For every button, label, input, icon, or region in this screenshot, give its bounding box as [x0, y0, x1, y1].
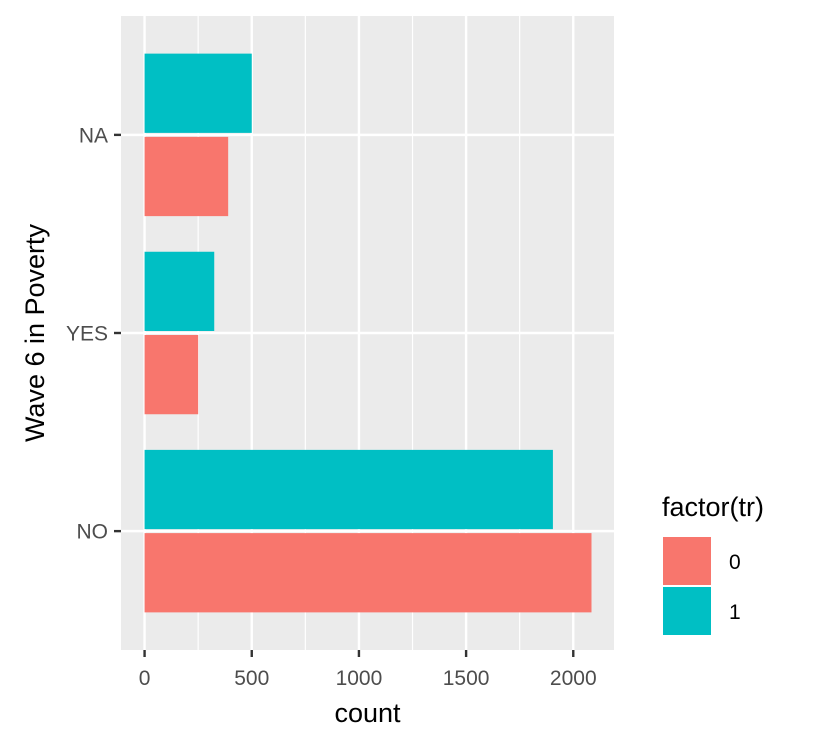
bar-na-series-0: [144, 136, 229, 217]
x-axis-title: count: [334, 698, 401, 728]
y-tick-label: NO: [77, 521, 109, 544]
x-axis: 0 500 1000 1500 2000: [139, 650, 597, 690]
x-tick-label: 1500: [443, 667, 490, 690]
y-axis: NO YES NA: [66, 124, 121, 544]
x-tick-label: 1000: [336, 667, 383, 690]
legend-label-1: 1: [729, 601, 741, 624]
y-tick-label: YES: [66, 323, 108, 346]
legend: factor(tr) 0 1: [662, 492, 764, 635]
x-tick-label: 0: [139, 667, 151, 690]
legend-key-0: [663, 537, 711, 585]
bars: [144, 53, 592, 613]
bar-yes-series-0: [144, 335, 199, 415]
y-axis-title: Wave 6 in Poverty: [20, 223, 50, 442]
bar-no-series-0: [144, 533, 592, 613]
legend-label-0: 0: [729, 551, 741, 574]
legend-title: factor(tr): [662, 492, 764, 522]
bar-no-series-1: [144, 449, 553, 530]
legend-key-1: [663, 587, 711, 635]
bar-yes-series-1: [144, 251, 215, 331]
y-tick-label: NA: [79, 124, 108, 147]
x-tick-label: 2000: [550, 667, 597, 690]
bar-na-series-1: [144, 53, 252, 133]
x-tick-label: 500: [234, 667, 269, 690]
